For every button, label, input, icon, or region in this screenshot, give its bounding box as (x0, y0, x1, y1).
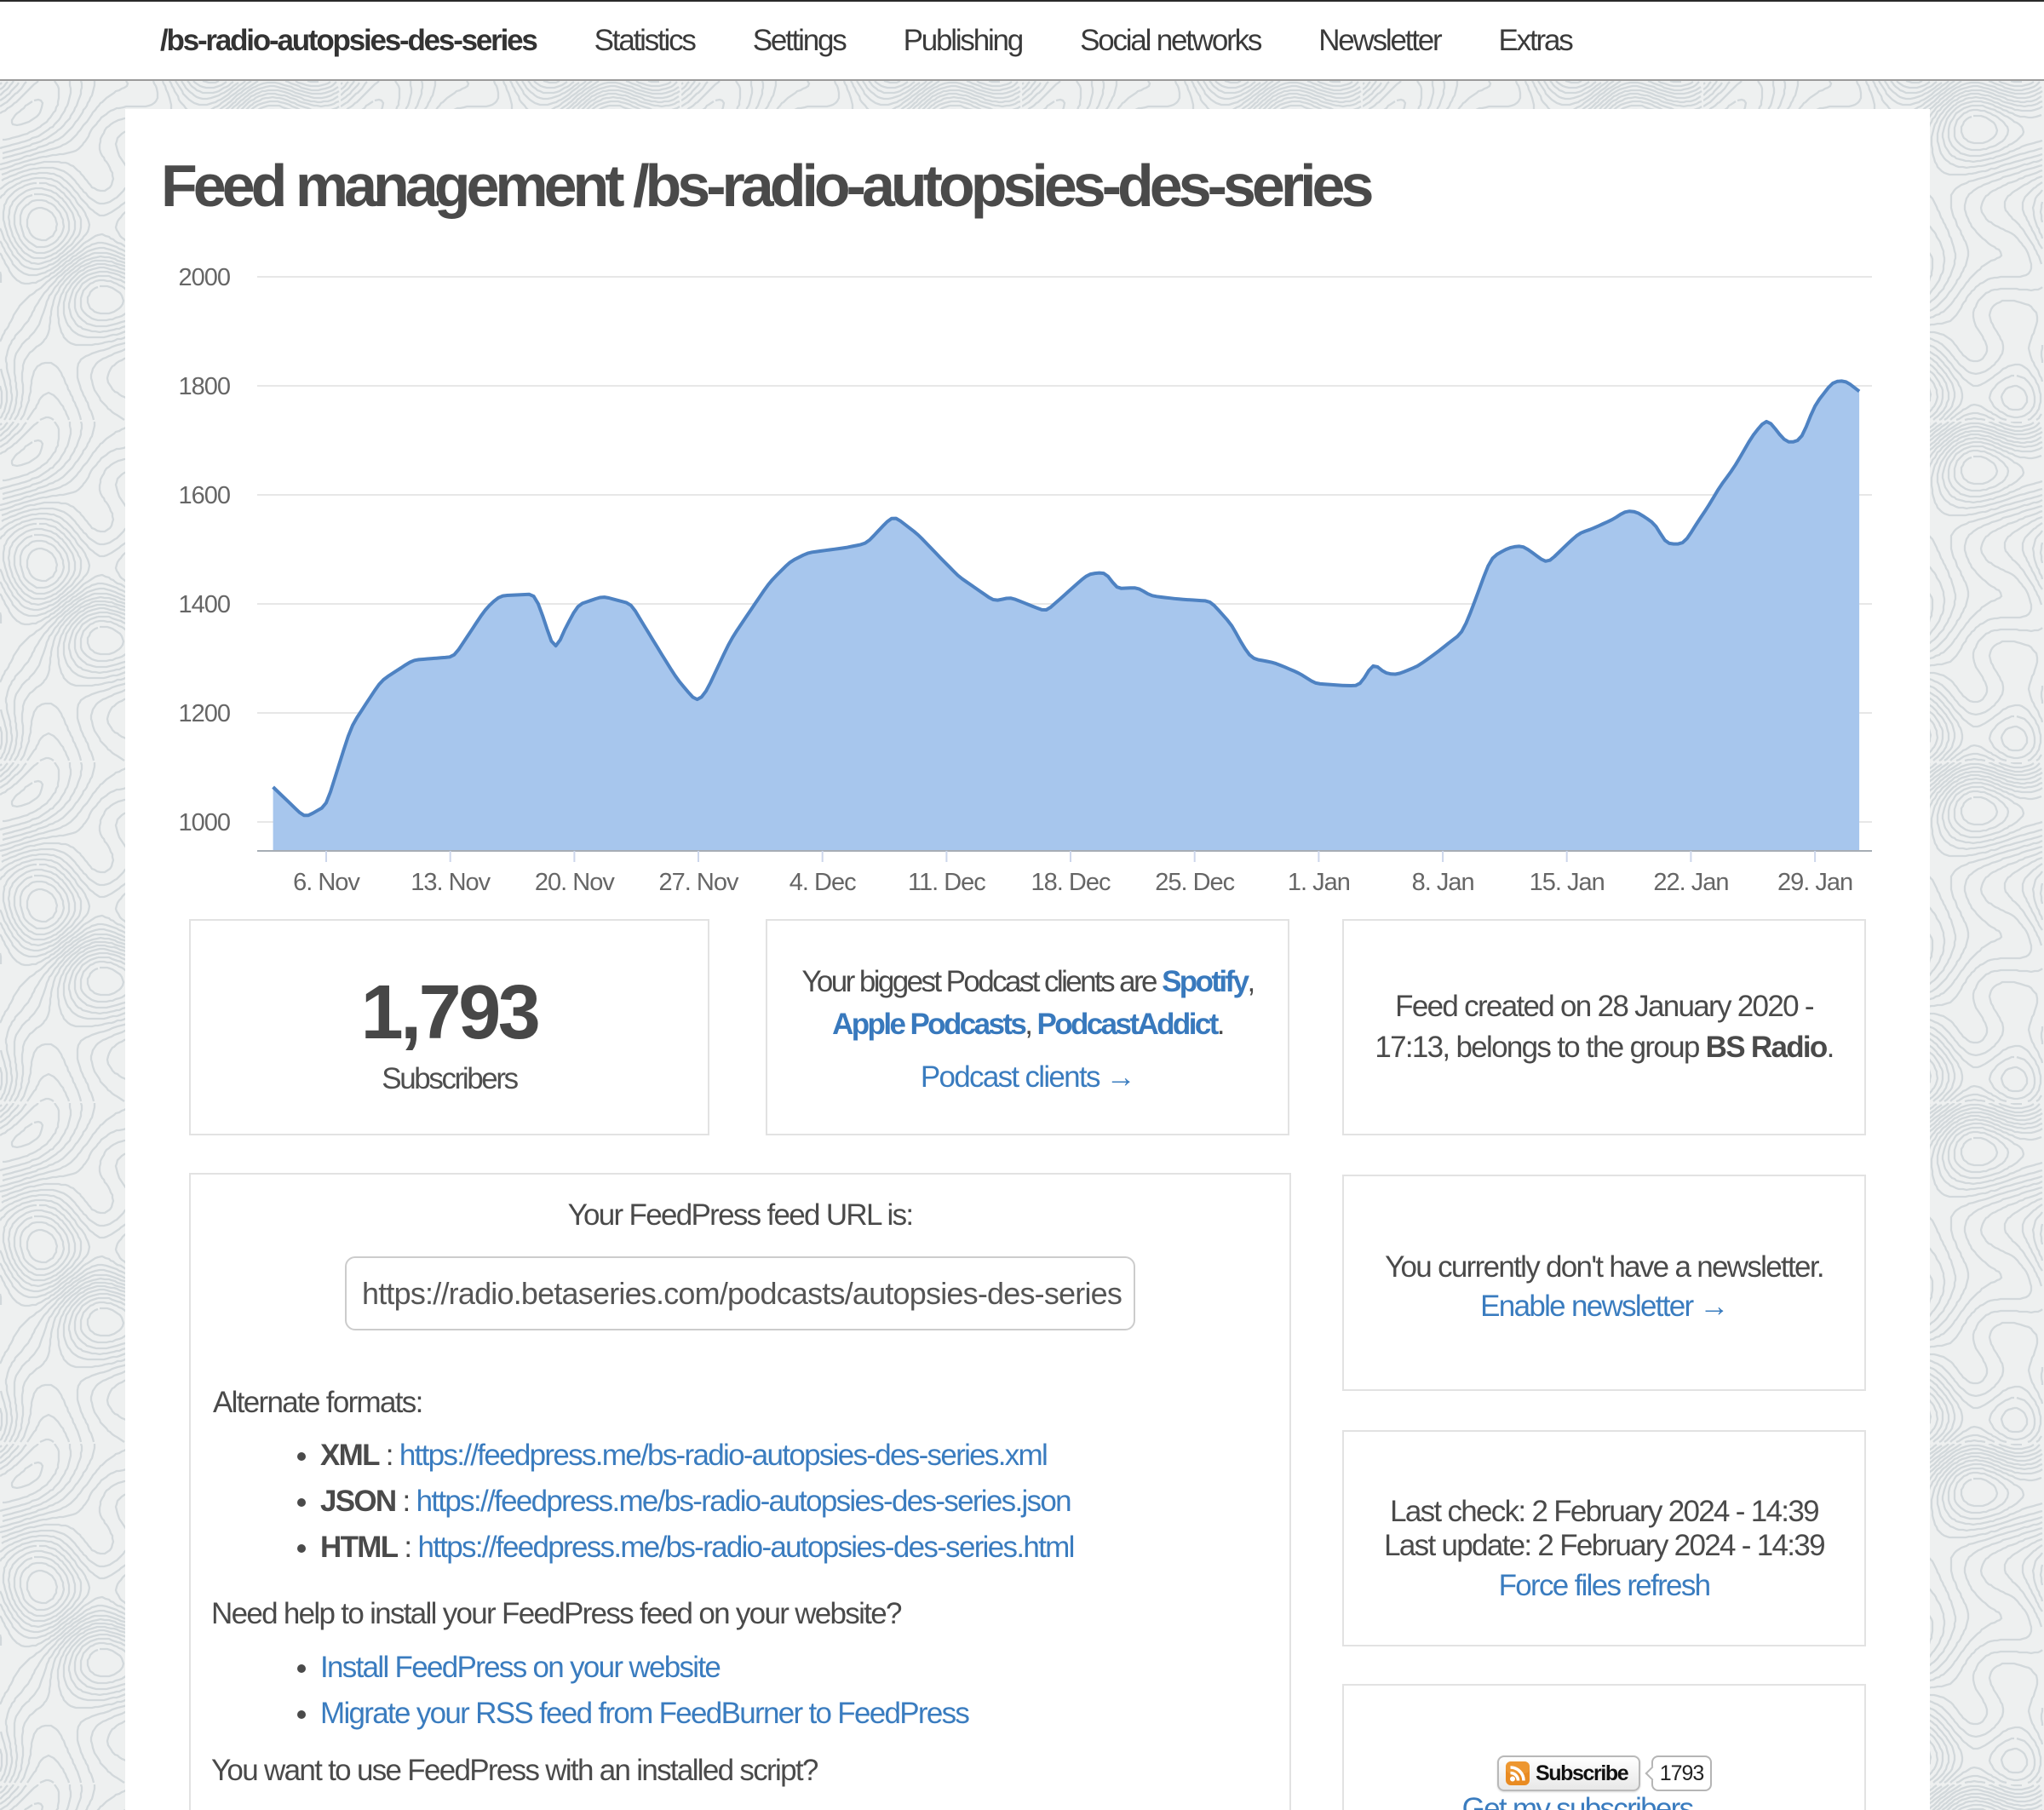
svg-text:1000: 1000 (178, 809, 230, 836)
svg-text:18. Dec: 18. Dec (1031, 869, 1111, 896)
svg-text:1400: 1400 (178, 591, 230, 618)
svg-text:6. Nov: 6. Nov (293, 869, 360, 896)
svg-text:8. Jan: 8. Jan (1412, 869, 1474, 896)
svg-text:29. Jan: 29. Jan (1777, 869, 1852, 896)
svg-text:1. Jan: 1. Jan (1288, 869, 1350, 896)
svg-text:25. Dec: 25. Dec (1155, 869, 1234, 896)
svg-text:22. Jan: 22. Jan (1653, 869, 1728, 896)
svg-text:15. Jan: 15. Jan (1530, 869, 1605, 896)
svg-text:1200: 1200 (178, 700, 230, 727)
svg-text:1600: 1600 (178, 482, 230, 509)
svg-text:20. Nov: 20. Nov (535, 869, 615, 896)
svg-text:1800: 1800 (178, 373, 230, 400)
svg-text:4. Dec: 4. Dec (789, 869, 856, 896)
svg-text:2000: 2000 (178, 264, 230, 291)
svg-text:11. Dec: 11. Dec (908, 869, 985, 896)
svg-text:27. Nov: 27. Nov (659, 869, 739, 896)
svg-text:13. Nov: 13. Nov (411, 869, 491, 896)
